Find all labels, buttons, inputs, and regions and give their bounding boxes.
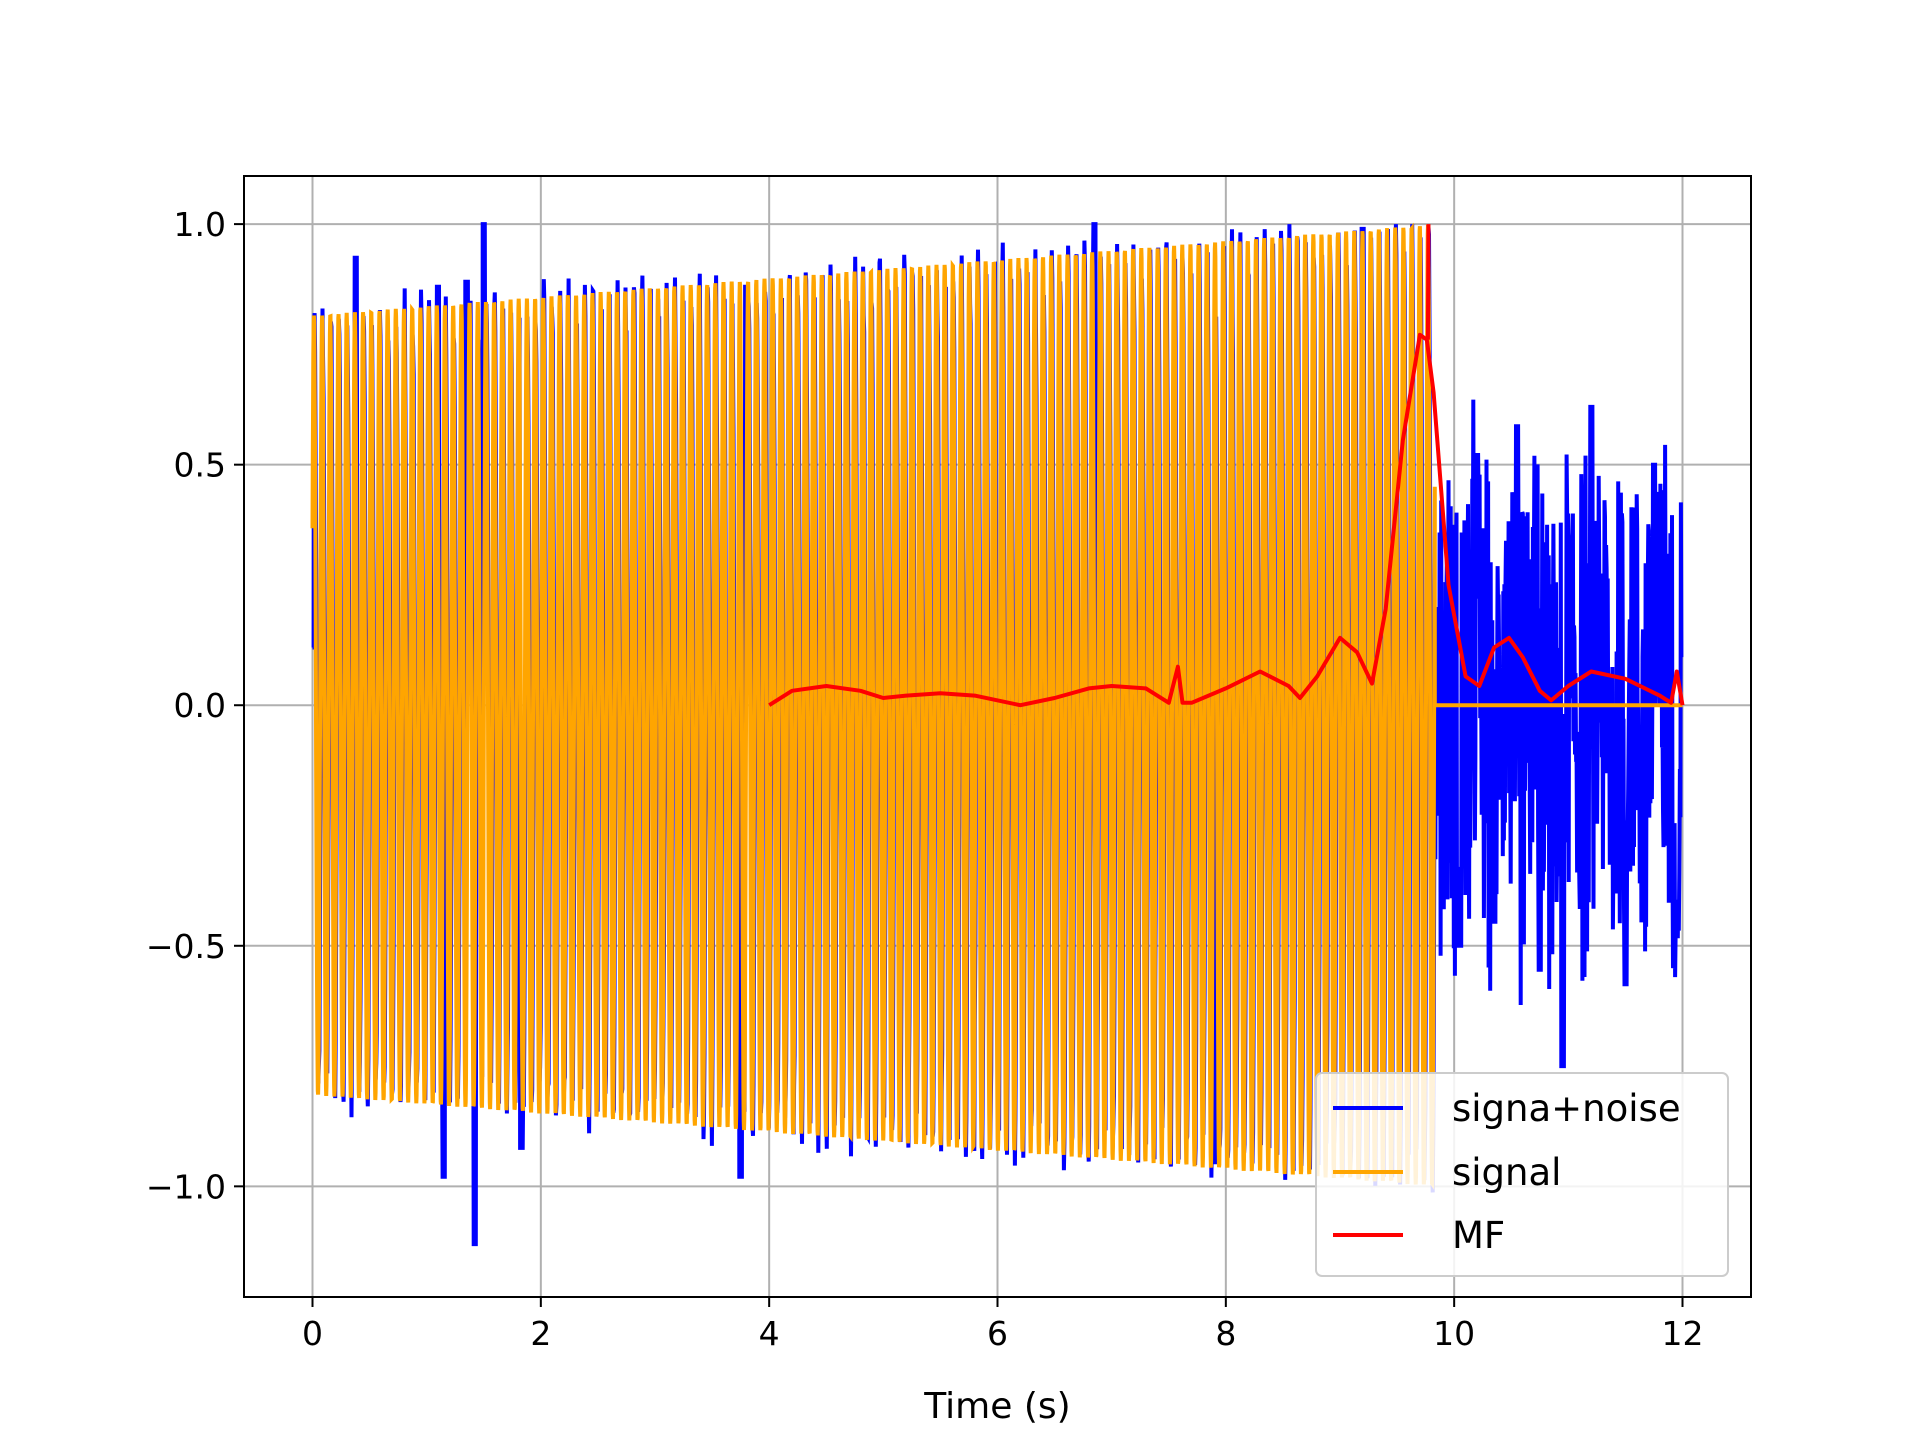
legend: signa+noise signal MF	[1315, 1072, 1729, 1277]
legend-label-signal-noise: signa+noise	[1452, 1087, 1681, 1130]
series-layer	[310, 222, 1685, 1247]
series-mf-peak	[1425, 224, 1431, 340]
x-tick-label: 4	[759, 1314, 780, 1353]
ticks: 0 2 4 6 8 10 12 1.0 0.5 0.0 −0.5 −1.0	[146, 205, 1704, 1353]
x-tick-label: 8	[1215, 1314, 1236, 1353]
x-axis-label: Time (s)	[923, 1386, 1070, 1427]
legend-label-mf: MF	[1452, 1214, 1505, 1257]
series-signal-line	[310, 222, 1683, 1190]
y-tick-label: −1.0	[146, 1167, 226, 1206]
legend-box	[1315, 1072, 1729, 1277]
y-tick-label: 1.0	[174, 205, 226, 244]
x-tick-label: 0	[302, 1314, 323, 1353]
x-tick-label: 6	[987, 1314, 1008, 1353]
x-tick-label: 12	[1662, 1314, 1704, 1353]
legend-label-signal: signal	[1452, 1151, 1561, 1194]
series-mf-line	[768, 332, 1685, 708]
x-tick-label: 2	[530, 1314, 551, 1353]
y-tick-label: −0.5	[146, 927, 226, 966]
y-tick-label: 0.5	[174, 446, 226, 485]
x-tick-label: 10	[1433, 1314, 1475, 1353]
y-tick-label: 0.0	[174, 686, 226, 725]
